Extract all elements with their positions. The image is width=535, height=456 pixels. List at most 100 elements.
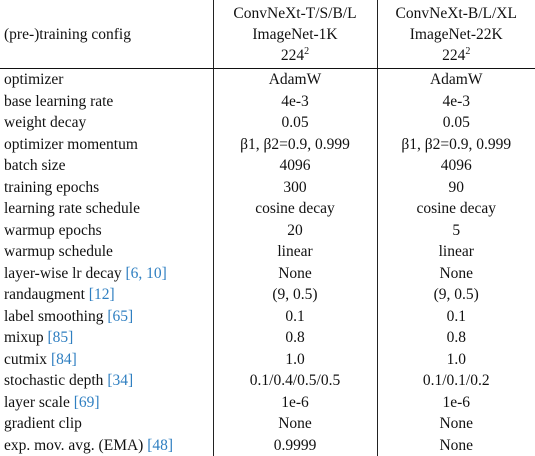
value-imagenet-22k: 4096	[377, 155, 535, 177]
config-name: weight decay	[4, 114, 86, 131]
value-imagenet-22k: None	[377, 263, 535, 285]
config-name-cell: optimizer	[0, 69, 213, 91]
citation-link[interactable]: [48]	[147, 437, 173, 454]
config-name-cell: stochastic depth [34]	[0, 370, 213, 392]
citation-link[interactable]: [12]	[89, 286, 115, 303]
value-imagenet-1k: 4e-3	[213, 91, 377, 113]
citation-link[interactable]: [69]	[74, 394, 100, 411]
config-name: training epochs	[4, 179, 99, 196]
config-name-cell: cutmix [84]	[0, 349, 213, 371]
config-name-cell: label smoothing [65]	[0, 306, 213, 328]
config-name: mixup	[4, 329, 48, 346]
column-model-name: ConvNeXt-B/L/XL	[378, 3, 535, 24]
config-name-cell: base learning rate	[0, 91, 213, 113]
config-name: randaugment	[4, 286, 89, 303]
value-imagenet-1k: 1.0	[213, 349, 377, 371]
column-header-22k: ConvNeXt-B/L/XL ImageNet-22K 2242	[377, 0, 535, 69]
value-imagenet-22k: 0.05	[377, 112, 535, 134]
config-name: cutmix	[4, 351, 51, 368]
config-name: layer scale	[4, 394, 74, 411]
citation-link[interactable]: [85]	[48, 329, 74, 346]
config-name-cell: layer scale [69]	[0, 392, 213, 414]
value-imagenet-22k: 0.1	[377, 306, 535, 328]
config-name-cell: warmup epochs	[0, 220, 213, 242]
value-imagenet-1k: 0.8	[213, 327, 377, 349]
value-imagenet-22k: 4e-3	[377, 91, 535, 113]
value-imagenet-1k: 0.1/0.4/0.5/0.5	[213, 370, 377, 392]
config-name-cell: batch size	[0, 155, 213, 177]
column-model-name: ConvNeXt-T/S/B/L	[214, 3, 377, 24]
config-name: warmup epochs	[4, 222, 102, 239]
config-name-cell: learning rate schedule	[0, 198, 213, 220]
config-name: stochastic depth	[4, 372, 107, 389]
value-imagenet-22k: 1.0	[377, 349, 535, 371]
config-name-cell: warmup schedule	[0, 241, 213, 263]
value-imagenet-1k: 0.9999	[213, 435, 377, 456]
value-imagenet-1k: None	[213, 263, 377, 285]
config-name: learning rate schedule	[4, 200, 140, 217]
citation-link[interactable]: [84]	[51, 351, 77, 368]
value-imagenet-1k: 1e-6	[213, 392, 377, 414]
column-resolution: 2242	[378, 45, 535, 66]
value-imagenet-1k: 20	[213, 220, 377, 242]
value-imagenet-22k: 5	[377, 220, 535, 242]
value-imagenet-1k: β1, β2=0.9, 0.999	[213, 134, 377, 156]
config-name-cell: gradient clip	[0, 413, 213, 435]
value-imagenet-1k: 4096	[213, 155, 377, 177]
value-imagenet-22k: 0.8	[377, 327, 535, 349]
value-imagenet-1k: 0.05	[213, 112, 377, 134]
value-imagenet-1k: None	[213, 413, 377, 435]
value-imagenet-1k: AdamW	[213, 69, 377, 91]
config-name-cell: randaugment [12]	[0, 284, 213, 306]
citation-link[interactable]: [6, 10]	[125, 265, 166, 282]
table-row: randaugment [12](9, 0.5)(9, 0.5)	[0, 284, 535, 306]
value-imagenet-22k: cosine decay	[377, 198, 535, 220]
config-name: label smoothing	[4, 308, 107, 325]
column-resolution: 2242	[214, 45, 377, 66]
value-imagenet-1k: 300	[213, 177, 377, 199]
config-name: optimizer	[4, 71, 63, 88]
value-imagenet-22k: 1e-6	[377, 392, 535, 414]
citation-link[interactable]: [65]	[107, 308, 133, 325]
value-imagenet-1k: 0.1	[213, 306, 377, 328]
column-dataset: ImageNet-22K	[378, 24, 535, 45]
value-imagenet-22k: linear	[377, 241, 535, 263]
value-imagenet-22k: 0.1/0.1/0.2	[377, 370, 535, 392]
config-name: gradient clip	[4, 415, 82, 432]
config-name-cell: mixup [85]	[0, 327, 213, 349]
config-name: optimizer momentum	[4, 136, 138, 153]
config-name-cell: optimizer momentum	[0, 134, 213, 156]
config-name: base learning rate	[4, 93, 113, 110]
column-dataset: ImageNet-1K	[214, 24, 377, 45]
citation-link[interactable]: [34]	[107, 372, 133, 389]
config-name: exp. mov. avg. (EMA)	[4, 437, 147, 454]
column-header-1k: ConvNeXt-T/S/B/L ImageNet-1K 2242	[213, 0, 377, 69]
value-imagenet-1k: linear	[213, 241, 377, 263]
value-imagenet-1k: cosine decay	[213, 198, 377, 220]
table-header: (pre-)training config ConvNeXt-T/S/B/L I…	[0, 0, 535, 69]
config-header: (pre-)training config	[0, 0, 213, 69]
value-imagenet-22k: None	[377, 413, 535, 435]
value-imagenet-1k: (9, 0.5)	[213, 284, 377, 306]
value-imagenet-22k: 90	[377, 177, 535, 199]
config-name-cell: exp. mov. avg. (EMA) [48]	[0, 435, 213, 456]
config-name: layer-wise lr decay	[4, 265, 125, 282]
